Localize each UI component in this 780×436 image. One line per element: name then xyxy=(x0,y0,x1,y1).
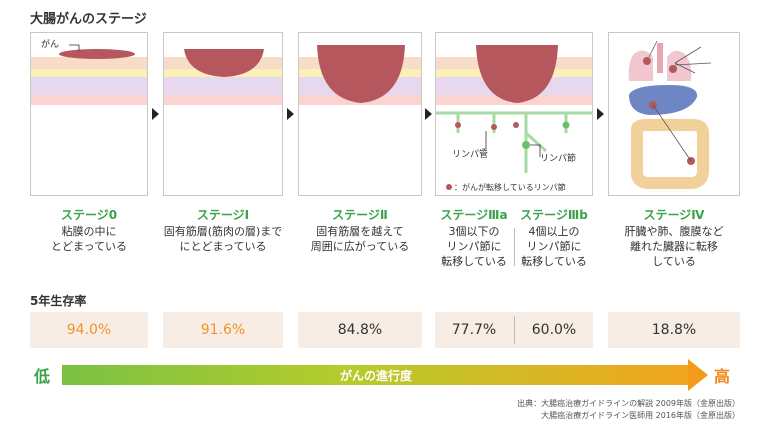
lymph-vessel-label: リンパ管 xyxy=(452,148,488,160)
survival-divider xyxy=(514,316,515,344)
page-title: 大腸がんのステージ xyxy=(30,12,147,27)
stage-3b-description: 4個以上の リンパ節に 転移している xyxy=(521,225,587,268)
liver-shape xyxy=(629,85,698,115)
survival-stage-1: 91.6% xyxy=(200,322,246,338)
stage-3-illustration: リンパ管 リンパ節 ：がんが転移しているリンパ節 xyxy=(435,32,593,196)
colon-shape xyxy=(631,119,709,189)
survival-stage-0: 94.0% xyxy=(66,322,112,338)
lymph-node xyxy=(522,141,530,149)
progression-arrowhead-icon xyxy=(688,359,708,391)
survival-stage-3b: 60.0% xyxy=(531,322,577,338)
stage-2-title: ステージⅡ xyxy=(332,208,388,222)
survival-stage-3a: 77.7% xyxy=(451,322,497,338)
stage-4-description: 肝臓や肺、腹膜など 離れた臓器に転移 している xyxy=(624,225,724,268)
stage-0-description: 粘膜の中に とどまっている xyxy=(50,225,127,253)
tumor-shape xyxy=(317,45,405,103)
arrow-right-icon xyxy=(287,108,294,120)
progression-arrow xyxy=(62,365,690,385)
survival-box-0 xyxy=(30,312,148,348)
metastatic-lymph-node xyxy=(513,122,519,128)
survival-stage-4: 18.8% xyxy=(651,322,697,338)
survival-box-2 xyxy=(298,312,422,348)
arrow-right-icon xyxy=(425,108,432,120)
stage-0-illustration: がん xyxy=(30,32,148,196)
metastatic-lymph-node xyxy=(491,124,497,130)
stage-divider xyxy=(514,228,515,266)
source-citation: 出典：大腸癌治療ガイドラインの解説 2009年版（金原出版） 大腸癌治療ガイドラ… xyxy=(517,398,740,422)
high-label: 高 xyxy=(714,367,731,386)
stage-3a-title: ステージⅢa xyxy=(440,208,508,222)
survival-stage-2: 84.8% xyxy=(337,322,383,338)
stage-2-description: 固有筋層を越えて 周囲に広がっている xyxy=(310,225,410,253)
arrow-right-icon xyxy=(152,108,159,120)
legend-metastatic-node-icon xyxy=(446,184,452,190)
stage-1-description: 固有筋層(筋肉の層)まで にとどまっている xyxy=(163,225,283,253)
tumor-shape xyxy=(184,49,264,77)
stage-4-title: ステージⅣ xyxy=(643,208,705,222)
low-label: 低 xyxy=(34,367,51,386)
stage-1-title: ステージⅠ xyxy=(196,208,250,222)
tumor-shape xyxy=(476,45,558,103)
tumor-shape xyxy=(59,49,135,59)
source-line-2: 大腸癌治療ガイドライン医師用 2016年版（金原出版） xyxy=(541,411,740,420)
metastatic-lymph-node xyxy=(455,122,461,128)
lungs-shape xyxy=(628,50,653,81)
stage-4-illustration xyxy=(608,32,740,196)
cancer-label: がん xyxy=(41,38,59,50)
survival-box-4 xyxy=(608,312,740,348)
survival-title: 5年生存率 xyxy=(30,294,87,308)
source-line-1: 出典：大腸癌治療ガイドラインの解説 2009年版（金原出版） xyxy=(517,399,740,408)
stage-1-illustration xyxy=(163,32,283,196)
arrow-right-icon xyxy=(597,108,604,120)
stage-2-illustration xyxy=(298,32,422,196)
survival-box-1 xyxy=(163,312,283,348)
stage-0-title: ステージ0 xyxy=(60,208,118,222)
metastasis-legend: ：がんが転移しているリンパ節 xyxy=(454,182,566,192)
progression-label: がんの進行度 xyxy=(339,369,412,383)
lymph-node-label: リンパ節 xyxy=(540,152,576,164)
stage-3b-title: ステージⅢb xyxy=(520,208,588,222)
stage-3a-description: 3個以下の リンパ節に 転移している xyxy=(441,225,507,268)
lymph-node xyxy=(562,121,570,129)
